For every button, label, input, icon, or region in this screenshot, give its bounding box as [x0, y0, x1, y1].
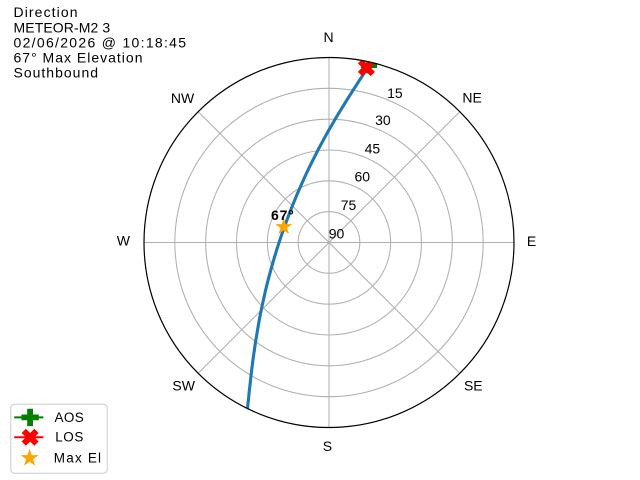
svg-text:METEOR-M2 3: METEOR-M2 3	[14, 19, 111, 35]
svg-text:75: 75	[341, 197, 357, 213]
svg-text:W: W	[117, 233, 131, 249]
svg-text:S: S	[323, 438, 332, 454]
svg-text:N: N	[323, 29, 333, 45]
svg-text:SE: SE	[464, 378, 483, 394]
svg-text:67°: 67°	[271, 207, 295, 223]
svg-text:E: E	[527, 233, 536, 249]
svg-text:30: 30	[375, 112, 391, 128]
svg-text:60: 60	[355, 169, 371, 185]
svg-text:Max El: Max El	[54, 450, 102, 465]
svg-text:90: 90	[329, 226, 345, 242]
svg-text:15: 15	[387, 85, 403, 101]
svg-text:SW: SW	[172, 378, 195, 394]
svg-text:67° Max Elevation: 67° Max Elevation	[14, 50, 144, 66]
svg-text:Direction: Direction	[14, 4, 79, 20]
svg-text:NE: NE	[462, 90, 481, 106]
svg-text:AOS: AOS	[55, 410, 85, 425]
svg-text:NW: NW	[171, 90, 195, 106]
svg-text:02/06/2026 @ 10:18:45: 02/06/2026 @ 10:18:45	[14, 34, 188, 50]
svg-text:45: 45	[365, 141, 381, 157]
svg-text:Southbound: Southbound	[14, 65, 100, 81]
svg-text:LOS: LOS	[55, 430, 84, 445]
